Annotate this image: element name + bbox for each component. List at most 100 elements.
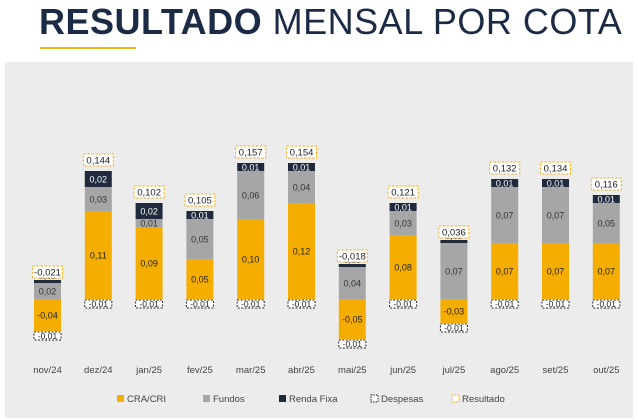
bar-despesas-7 bbox=[389, 299, 418, 309]
data-label-cra-6: -0,05 bbox=[342, 315, 363, 325]
bar-fundos-7 bbox=[389, 211, 417, 235]
resultado-box-6 bbox=[336, 249, 368, 263]
bar-cra-8 bbox=[440, 299, 468, 323]
bar-cra-11 bbox=[592, 243, 620, 299]
bar-fundos-1 bbox=[84, 187, 112, 211]
bar-renda-3 bbox=[186, 211, 214, 219]
legend-swatch-despesas bbox=[370, 394, 379, 403]
bar-fundos-4 bbox=[237, 171, 265, 219]
data-label-renda-10: 0,01 bbox=[547, 179, 565, 189]
bar-despesas-2 bbox=[135, 299, 164, 309]
page-title: RESULTADO MENSAL POR COTA bbox=[39, 0, 622, 44]
resultado-box-0 bbox=[32, 265, 63, 279]
bar-despesas-5 bbox=[287, 299, 316, 309]
x-tick-label-9: ago/25 bbox=[490, 365, 519, 376]
resultado-label-4: 0,157 bbox=[239, 148, 263, 159]
data-label-cra-8: -0,03 bbox=[444, 307, 465, 317]
title-bold: RESULTADO bbox=[39, 1, 263, 42]
data-label-renda-3: 0,01 bbox=[191, 211, 209, 221]
bar-cra-2 bbox=[135, 227, 163, 299]
x-tick-label-11: out/25 bbox=[593, 365, 619, 376]
data-label-fundos-7: 0,03 bbox=[394, 219, 412, 229]
bar-cra-5 bbox=[288, 203, 315, 299]
bar-despesas-11 bbox=[592, 299, 621, 309]
data-label-renda-7: 0,01 bbox=[394, 203, 412, 213]
data-label-despesas-4: -0,01 bbox=[241, 299, 261, 309]
bar-renda-7 bbox=[389, 203, 417, 211]
bar-cra-10 bbox=[542, 243, 569, 299]
bar-cra-6 bbox=[338, 299, 366, 339]
bar-renda-2 bbox=[135, 203, 163, 219]
data-label-despesas-2: -0,01 bbox=[139, 299, 159, 309]
data-label-despesas-0: -0,01 bbox=[38, 331, 58, 341]
bar-fundos-5 bbox=[288, 171, 315, 203]
data-label-despesas-7: -0,01 bbox=[393, 299, 413, 309]
legend-label-despesas: Despesas bbox=[381, 394, 423, 405]
data-label-despesas-3: -0,01 bbox=[190, 299, 210, 309]
bar-despesas-3 bbox=[185, 299, 214, 309]
data-label-cra-7: 0,08 bbox=[394, 263, 412, 273]
bar-fundos-0 bbox=[34, 283, 61, 299]
resultado-label-3: 0,105 bbox=[188, 196, 212, 207]
data-label-fundos-1: 0,03 bbox=[90, 195, 108, 205]
data-label-fundos-0: 0,02 bbox=[39, 287, 57, 297]
resultado-label-1: 0,144 bbox=[86, 156, 110, 167]
x-tick-label-0: nov/24 bbox=[33, 365, 62, 376]
data-label-cra-5: 0,12 bbox=[293, 247, 311, 257]
bar-cra-7 bbox=[389, 235, 417, 299]
bar-renda-0 bbox=[34, 280, 61, 283]
bar-renda-8 bbox=[440, 240, 468, 243]
bar-fundos-6 bbox=[338, 267, 366, 299]
legend-label-resultado: Resultado bbox=[462, 394, 505, 405]
data-label-fundos-5: 0,04 bbox=[293, 183, 311, 193]
data-label-despesas-8: -0,01 bbox=[444, 323, 464, 333]
data-label-renda-1: 0,02 bbox=[90, 175, 108, 185]
data-label-renda-4: 0,01 bbox=[242, 163, 260, 173]
resultado-box-4 bbox=[235, 145, 267, 159]
data-label-cra-2: 0,09 bbox=[140, 259, 158, 269]
bar-fundos-3 bbox=[186, 219, 214, 259]
bar-cra-3 bbox=[186, 259, 214, 299]
resultado-label-2: 0,102 bbox=[137, 188, 161, 199]
resultado-box-2 bbox=[133, 185, 165, 199]
bar-fundos-8 bbox=[440, 243, 468, 299]
title-rest: MENSAL POR COTA bbox=[272, 1, 623, 42]
x-tick-label-6: mai/25 bbox=[338, 365, 367, 376]
legend-swatch-fundos bbox=[203, 395, 210, 402]
bar-cra-0 bbox=[34, 299, 61, 331]
bar-despesas-4 bbox=[236, 299, 265, 309]
resultado-label-0: -0,021 bbox=[34, 268, 61, 279]
legend-label-fundos: Fundos bbox=[213, 394, 245, 405]
bar-renda-11 bbox=[592, 195, 620, 203]
resultado-label-11: 0,116 bbox=[595, 180, 618, 191]
data-label-fundos-4: 0,06 bbox=[242, 191, 260, 201]
data-label-despesas-5: -0,01 bbox=[292, 299, 312, 309]
bar-fundos-11 bbox=[592, 203, 620, 243]
resultado-box-10 bbox=[540, 161, 571, 175]
legend-label-cra: CRA/CRI bbox=[127, 394, 166, 405]
bar-renda-6 bbox=[338, 264, 366, 267]
legend-swatch-resultado bbox=[451, 394, 460, 403]
data-label-cra-4: 0,10 bbox=[242, 255, 260, 265]
bar-renda-1 bbox=[84, 171, 112, 187]
data-label-renda-9: 0,01 bbox=[496, 179, 514, 189]
data-label-despesas-10: -0,01 bbox=[546, 299, 566, 309]
resultado-label-8: 0,036 bbox=[442, 228, 466, 239]
bar-cra-9 bbox=[491, 243, 519, 299]
bar-cra-1 bbox=[84, 211, 112, 299]
bar-despesas-1 bbox=[84, 299, 113, 309]
data-label-renda-11: 0,01 bbox=[598, 195, 616, 205]
data-label-fundos-2: 0,01 bbox=[140, 219, 158, 229]
resultado-label-6: -0,018 bbox=[339, 252, 366, 263]
legend-swatch-renda bbox=[279, 395, 286, 402]
data-label-cra-10: 0,07 bbox=[547, 267, 565, 277]
resultado-box-5 bbox=[286, 145, 317, 159]
data-label-renda-5: 0,01 bbox=[293, 163, 311, 173]
x-tick-label-8: jul/25 bbox=[442, 365, 466, 376]
bar-fundos-10 bbox=[542, 187, 569, 243]
resultado-box-1 bbox=[82, 153, 114, 167]
resultado-label-5: 0,154 bbox=[290, 148, 314, 159]
data-label-cra-0: -0,04 bbox=[37, 311, 58, 321]
resultado-label-7: 0,121 bbox=[391, 188, 415, 199]
bar-despesas-9 bbox=[490, 299, 519, 309]
